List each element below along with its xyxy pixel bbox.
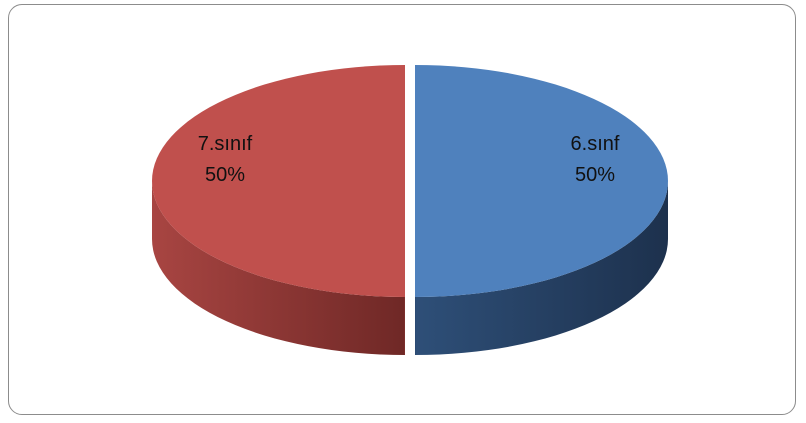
slice-label-percent: 50% xyxy=(575,164,615,186)
pie-slice-side xyxy=(415,181,668,355)
pie-slice xyxy=(415,65,668,297)
pie-slice xyxy=(152,65,405,297)
pie-slice-side xyxy=(152,181,405,355)
slice-label-percent: 50% xyxy=(205,164,245,186)
slice-label-name: 6.sınf xyxy=(571,133,620,155)
pie-slices xyxy=(152,65,668,355)
slice-label-name: 7.sınıf xyxy=(198,133,253,155)
